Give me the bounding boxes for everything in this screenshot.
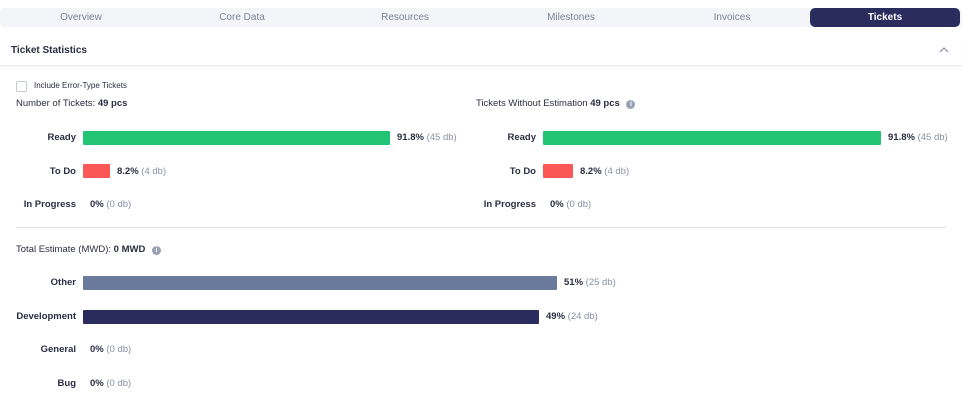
info-icon[interactable]: i bbox=[151, 246, 161, 255]
noest-row-label-todo: To Do bbox=[509, 166, 536, 177]
include-error-tickets-label[interactable]: Include Error-Type Tickets bbox=[34, 81, 127, 90]
tab-tickets[interactable]: Tickets bbox=[810, 8, 960, 27]
noest-value-in-progress: 0% (0 db) bbox=[550, 199, 592, 210]
tickets-bar-ready bbox=[83, 131, 390, 145]
noest-value-ready: 91.8% (45 db) bbox=[888, 132, 948, 143]
heading-value: 0 MWD bbox=[113, 244, 146, 255]
estimate-row-label-other: Other bbox=[50, 277, 76, 288]
tickets-row-label-in-progress: In Progress bbox=[23, 199, 76, 210]
noest-row-label-in-progress: In Progress bbox=[483, 199, 536, 210]
noest-bar-todo bbox=[543, 164, 573, 178]
tickets-bar-todo bbox=[83, 164, 110, 178]
estimate-value-development: 49% (24 db) bbox=[546, 311, 598, 322]
estimate-row-label-bug: Bug bbox=[57, 378, 76, 389]
without-estimation-heading: Tickets Without Estimation 49 pcs i bbox=[476, 98, 636, 109]
tab-milestones[interactable]: Milestones bbox=[547, 12, 595, 23]
estimate-row-label-general: General bbox=[40, 344, 76, 355]
estimate-value-other: 51% (25 db) bbox=[564, 277, 616, 288]
heading-label: Number of Tickets: bbox=[16, 98, 96, 109]
noest-bar-ready bbox=[543, 131, 881, 145]
tickets-row-label-todo: To Do bbox=[49, 166, 76, 177]
noest-value-todo: 8.2% (4 db) bbox=[580, 166, 630, 177]
total-estimate-heading: Total Estimate (MWD): 0 MWD i bbox=[16, 244, 161, 255]
estimate-bar-development bbox=[83, 310, 539, 324]
info-icon[interactable]: i bbox=[626, 100, 636, 109]
tickets-value-in-progress: 0% (0 db) bbox=[90, 199, 132, 210]
tickets-value-ready: 91.8% (45 db) bbox=[397, 132, 457, 143]
ticket-statistics-header[interactable]: Ticket Statistics bbox=[0, 36, 962, 66]
tickets-value-todo: 8.2% (4 db) bbox=[117, 166, 167, 177]
estimate-bar-other bbox=[83, 276, 557, 290]
estimate-value-bug: 0% (0 db) bbox=[90, 378, 132, 389]
tab-bar: Overview Core Data Resources Milestones … bbox=[0, 8, 962, 27]
number-of-tickets-heading: Number of Tickets: 49 pcs bbox=[16, 98, 127, 109]
heading-label: Total Estimate (MWD): bbox=[16, 244, 112, 255]
heading-label: Tickets Without Estimation bbox=[476, 98, 588, 109]
estimate-row-label-development: Development bbox=[16, 311, 76, 322]
heading-value: 49 pcs bbox=[590, 98, 620, 109]
tab-overview[interactable]: Overview bbox=[60, 12, 102, 23]
tab-invoices[interactable]: Invoices bbox=[713, 12, 751, 23]
estimate-value-general: 0% (0 db) bbox=[90, 344, 132, 355]
noest-row-label-ready: Ready bbox=[507, 132, 536, 143]
divider bbox=[16, 227, 946, 228]
heading-value: 49 pcs bbox=[97, 98, 128, 109]
section-title: Ticket Statistics bbox=[11, 45, 87, 56]
tab-resources[interactable]: Resources bbox=[381, 12, 429, 23]
tab-core-data[interactable]: Core Data bbox=[219, 12, 265, 23]
chevron-up-icon[interactable] bbox=[938, 45, 950, 55]
tickets-row-label-ready: Ready bbox=[47, 132, 76, 143]
include-error-tickets-checkbox[interactable] bbox=[16, 81, 27, 92]
